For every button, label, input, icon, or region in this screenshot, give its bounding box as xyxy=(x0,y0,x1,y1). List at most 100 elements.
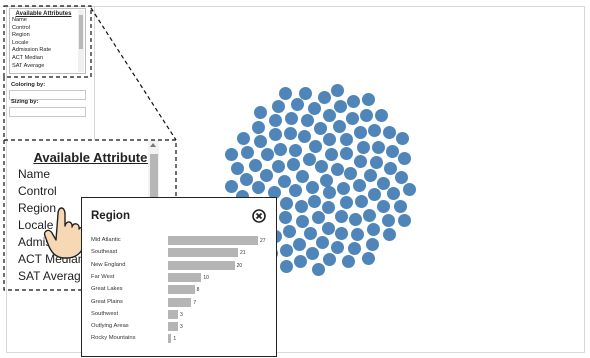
data-bubble[interactable] xyxy=(307,194,321,208)
data-bubble[interactable] xyxy=(334,210,348,224)
data-bubble[interactable] xyxy=(353,126,367,140)
attribute-item-name[interactable]: Name xyxy=(12,17,27,23)
data-bubble[interactable] xyxy=(335,227,349,241)
data-bubble[interactable] xyxy=(356,140,370,154)
data-bubble[interactable] xyxy=(337,182,351,196)
data-bubble[interactable] xyxy=(377,176,391,190)
data-bubble[interactable] xyxy=(314,159,328,173)
data-bubble[interactable] xyxy=(237,132,251,146)
data-bubble[interactable] xyxy=(354,195,368,209)
data-bubble[interactable] xyxy=(285,111,299,125)
data-bubble[interactable] xyxy=(260,168,274,182)
data-bubble[interactable] xyxy=(292,237,306,251)
data-bubble[interactable] xyxy=(383,161,397,175)
data-bubble[interactable] xyxy=(363,169,377,183)
data-bubble[interactable] xyxy=(300,114,314,128)
zoomed-item-region[interactable]: Region xyxy=(18,201,57,215)
data-bubble[interactable] xyxy=(394,170,408,184)
data-bubble[interactable] xyxy=(360,108,374,122)
data-bubble[interactable] xyxy=(268,113,282,127)
data-bubble[interactable] xyxy=(403,182,417,196)
zoomed-item-sat-average[interactable]: SAT Average xyxy=(18,269,88,283)
attribute-item-admission-rate[interactable]: Admission Rate xyxy=(12,47,52,54)
attributes-list[interactable]: Available Attributes Name Control Region… xyxy=(9,8,86,74)
data-bubble[interactable] xyxy=(313,121,327,135)
data-bubble[interactable] xyxy=(309,139,323,153)
data-bubble[interactable] xyxy=(252,120,266,134)
data-bubble[interactable] xyxy=(385,144,399,158)
close-icon[interactable] xyxy=(252,209,266,223)
data-bubble[interactable] xyxy=(280,196,293,210)
data-bubble[interactable] xyxy=(340,196,354,209)
data-bubble[interactable] xyxy=(347,94,361,108)
data-bubble[interactable] xyxy=(330,83,344,97)
data-bubble[interactable] xyxy=(241,146,255,160)
data-bubble[interactable] xyxy=(267,185,281,199)
zoomed-item-control[interactable]: Control xyxy=(18,184,57,198)
data-bubble[interactable] xyxy=(260,148,274,162)
data-bubble[interactable] xyxy=(253,106,267,120)
data-bubble[interactable] xyxy=(305,180,319,194)
data-bubble[interactable] xyxy=(330,162,344,176)
data-bubble[interactable] xyxy=(248,158,262,172)
data-bubble[interactable] xyxy=(367,188,381,202)
data-bubble[interactable] xyxy=(280,260,294,274)
data-bubble[interactable] xyxy=(279,86,293,100)
data-bubble[interactable] xyxy=(278,211,292,225)
data-bubble[interactable] xyxy=(268,128,282,142)
data-bubble[interactable] xyxy=(231,161,245,175)
data-bubble[interactable] xyxy=(362,92,376,106)
data-bubble[interactable] xyxy=(371,140,385,154)
data-bubble[interactable] xyxy=(333,119,347,133)
data-bubble[interactable] xyxy=(382,228,396,242)
data-bubble[interactable] xyxy=(397,152,411,166)
data-bubble[interactable] xyxy=(382,126,396,140)
data-bubble[interactable] xyxy=(348,241,362,255)
data-bubble[interactable] xyxy=(254,134,268,148)
data-bubble[interactable] xyxy=(322,132,336,146)
data-bubble[interactable] xyxy=(318,91,332,105)
data-bubble[interactable] xyxy=(381,213,395,227)
data-bubble[interactable] xyxy=(344,166,358,180)
data-bubble[interactable] xyxy=(394,200,408,214)
data-bubble[interactable] xyxy=(312,263,326,277)
data-bubble[interactable] xyxy=(370,156,384,170)
data-bubble[interactable] xyxy=(279,243,293,257)
data-bubble[interactable] xyxy=(287,158,301,172)
data-bubble[interactable] xyxy=(294,200,308,214)
data-bubble[interactable] xyxy=(296,215,310,229)
data-bubble[interactable] xyxy=(333,100,347,114)
attribute-item-act-median[interactable]: ACT Median xyxy=(12,54,43,61)
data-bubble[interactable] xyxy=(302,152,316,166)
data-bubble[interactable] xyxy=(252,181,266,195)
data-bubble[interactable] xyxy=(339,147,353,161)
attribute-item-locale[interactable]: Locale xyxy=(12,39,29,46)
scroll-up-arrow-icon[interactable] xyxy=(150,143,156,147)
data-bubble[interactable] xyxy=(299,86,313,100)
zoomed-item-act-median[interactable]: ACT Median xyxy=(18,252,85,266)
data-bubble[interactable] xyxy=(397,214,411,228)
data-bubble[interactable] xyxy=(368,124,382,138)
data-bubble[interactable] xyxy=(323,253,337,267)
data-bubble[interactable] xyxy=(361,251,375,265)
data-bubble[interactable] xyxy=(306,247,320,261)
attribute-item-sat-average[interactable]: SAT Average xyxy=(12,62,45,69)
data-bubble[interactable] xyxy=(322,108,336,122)
data-bubble[interactable] xyxy=(288,183,302,197)
zoomed-item-locale[interactable]: Locale xyxy=(18,218,54,232)
attributes-scrollbar[interactable] xyxy=(78,10,84,72)
attribute-item-control[interactable]: Control xyxy=(12,24,31,31)
data-bubble[interactable] xyxy=(331,241,345,255)
data-bubble[interactable] xyxy=(277,174,291,188)
data-bubble[interactable] xyxy=(374,108,388,122)
attribute-item-region[interactable]: Region xyxy=(12,32,30,39)
data-bubble[interactable] xyxy=(323,186,337,200)
data-bubble[interactable] xyxy=(321,221,335,235)
data-bubble[interactable] xyxy=(325,148,339,162)
data-bubble[interactable] xyxy=(311,211,325,225)
data-bubble[interactable] xyxy=(283,225,297,239)
data-bubble[interactable] xyxy=(366,223,380,237)
data-bubble[interactable] xyxy=(363,208,377,222)
data-bubble[interactable] xyxy=(339,132,353,146)
data-bubble[interactable] xyxy=(322,201,336,215)
